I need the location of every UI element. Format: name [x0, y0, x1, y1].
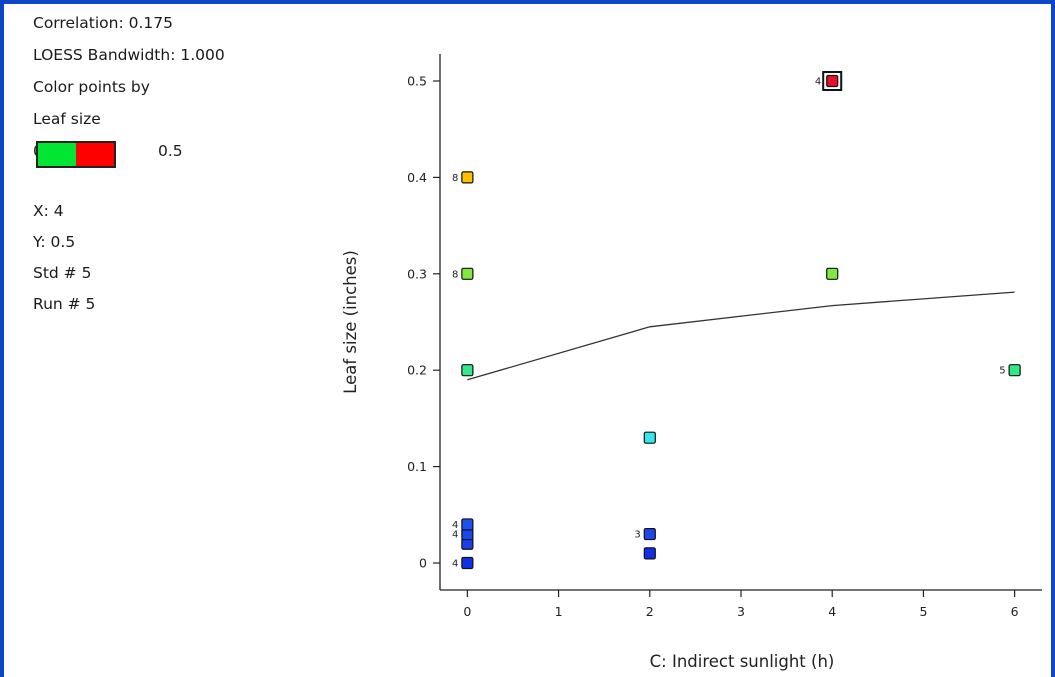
data-point[interactable]: [826, 74, 839, 88]
data-point[interactable]: [461, 518, 474, 531]
correlation-text: Correlation: 0.175: [33, 14, 173, 32]
axes: [439, 54, 1042, 591]
x-tick-label: 3: [737, 604, 745, 619]
color-scale-low: [38, 143, 76, 166]
y-tick-label: 0.5: [407, 73, 427, 88]
data-point[interactable]: [643, 547, 656, 560]
y-tick-label: 0.4: [407, 170, 427, 185]
color-scale-bar: [36, 141, 116, 168]
axis-ticks: 0 1 2 3 4 5 6 0 0.1 0.2 0.3 0.4 0.5: [407, 73, 1019, 619]
point-count-label: 8: [452, 173, 458, 184]
point-count-label: 8: [452, 269, 458, 280]
x-tick-label: 5: [919, 604, 927, 619]
color-by-factor[interactable]: Leaf size: [33, 110, 101, 128]
x-tick-label: 2: [646, 604, 654, 619]
data-point[interactable]: [461, 267, 474, 280]
y-tick-label: 0.3: [407, 266, 427, 281]
point-count-label: 5: [999, 366, 1005, 377]
data-point[interactable]: [643, 527, 656, 541]
data-point[interactable]: [461, 171, 474, 184]
point-count-label: 4: [815, 76, 821, 87]
point-count-label: 4: [452, 520, 458, 531]
color-by-heading: Color points by: [33, 78, 150, 96]
data-point[interactable]: [643, 431, 656, 444]
x-tick-label: 1: [555, 604, 563, 619]
x-axis-label: C: Indirect sunlight (h): [650, 652, 835, 671]
x-tick-label: 6: [1011, 604, 1019, 619]
selected-point-highlight: [822, 70, 843, 91]
selected-x-text: X: 4: [33, 202, 64, 220]
point-count-label: 3: [634, 530, 640, 541]
data-point[interactable]: [461, 364, 474, 377]
y-tick-label: 0: [419, 556, 427, 571]
data-point[interactable]: [1008, 364, 1021, 377]
selected-run-text: Run # 5: [33, 295, 96, 313]
selected-y-text: Y: 0.5: [33, 233, 76, 251]
scale-max-label: 0.5: [158, 142, 183, 160]
x-tick-label: 0: [463, 604, 471, 619]
point-count-label: 4: [452, 530, 458, 541]
data-point[interactable]: [461, 556, 474, 570]
x-tick-label: 4: [828, 604, 836, 619]
loess-curve: [467, 291, 1015, 381]
y-axis-label: Leaf size (inches): [341, 250, 360, 394]
color-scale-high: [76, 143, 114, 166]
y-tick-label: 0.2: [407, 363, 427, 378]
point-count-label: 4: [452, 559, 458, 570]
data-point[interactable]: [826, 267, 839, 280]
selected-std-text: Std # 5: [33, 264, 92, 282]
bandwidth-text: LOESS Bandwidth: 1.000: [33, 46, 225, 64]
y-tick-label: 0.1: [407, 459, 427, 474]
